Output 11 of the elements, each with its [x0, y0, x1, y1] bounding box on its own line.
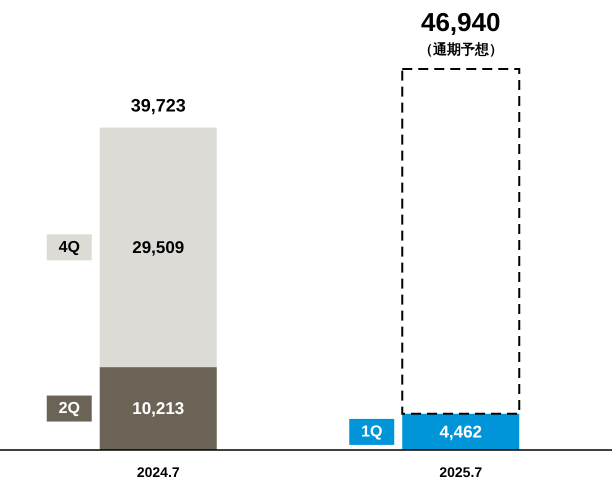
series-label: 2Q	[58, 400, 80, 418]
series-label: 1Q	[361, 423, 382, 440]
total-label: 39,723	[130, 96, 186, 116]
data-label: 29,509	[132, 238, 184, 257]
x-tick-label: 2025.7	[439, 464, 482, 480]
data-label: 10,213	[132, 399, 184, 418]
data-label: 4,462	[439, 422, 482, 442]
text: （通期予想）	[418, 41, 503, 57]
total-label: 46,940	[420, 7, 501, 37]
x-tick-label: 2024.7	[136, 464, 180, 480]
series-label: 4Q	[58, 238, 80, 256]
